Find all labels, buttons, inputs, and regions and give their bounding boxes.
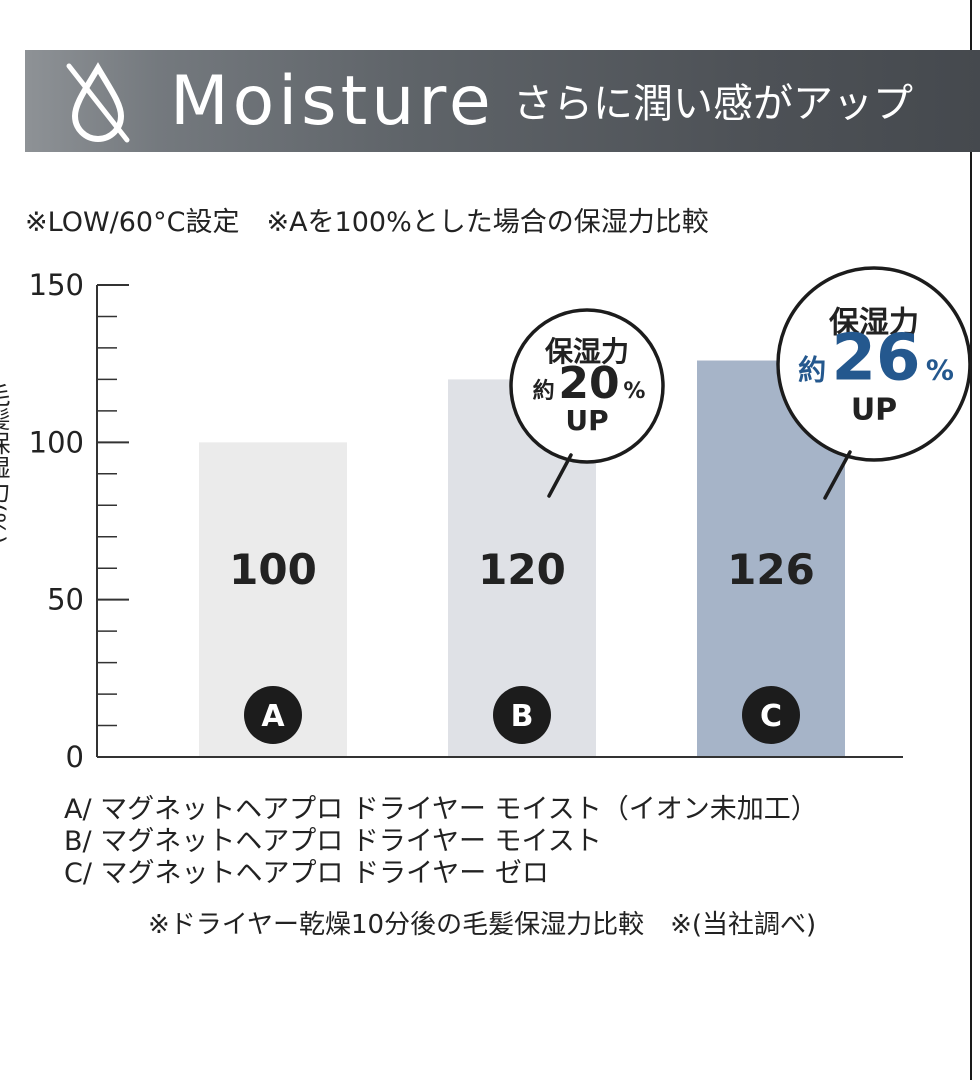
y-axis-label: 毛髪保湿力(%) bbox=[0, 383, 10, 545]
bar-value-label: 120 bbox=[478, 545, 566, 594]
callout-up-c: UP bbox=[851, 393, 897, 428]
banner-subtitle: さらに潤い感がアップ bbox=[513, 81, 913, 127]
y-tick-label: 0 bbox=[66, 740, 84, 774]
callout-prefix-b: 約 bbox=[533, 378, 555, 404]
category-badge bbox=[742, 686, 800, 744]
category-label: B bbox=[511, 699, 534, 734]
callout-up-b: UP bbox=[565, 404, 608, 437]
callout-pointer-b bbox=[547, 453, 573, 498]
header-banner: Moisture さらに潤い感がアップ bbox=[25, 50, 980, 152]
callout-prefix-c: 約 bbox=[798, 353, 826, 386]
legend-item-a: A/ マグネットヘアプロ ドライヤー モイスト（イオン未加工） bbox=[64, 794, 818, 825]
droplet-slash-icon bbox=[66, 62, 130, 143]
legend-item-b: B/ マグネットヘアプロ ドライヤー モイスト bbox=[64, 826, 602, 857]
legend-item-c: C/ マグネットヘアプロ ドライヤー ゼロ bbox=[64, 858, 549, 889]
category-label: C bbox=[760, 699, 782, 734]
chart-condition-note: ※LOW/60°C設定 ※Aを100%とした場合の保湿力比較 bbox=[25, 207, 709, 238]
bar-value-label: 126 bbox=[727, 545, 815, 594]
callout-bubble-c bbox=[776, 266, 972, 462]
category-badge bbox=[244, 686, 302, 744]
callout-number-c: 26 bbox=[831, 321, 920, 395]
bar-value-label: 100 bbox=[229, 545, 317, 594]
callout-unit-b: % bbox=[623, 379, 645, 404]
callout-heading-b: 保湿力 bbox=[545, 335, 629, 368]
category-label: A bbox=[261, 699, 285, 734]
y-tick-label: 150 bbox=[29, 268, 84, 302]
callout-bubble-b bbox=[509, 308, 665, 464]
page-edge-divider bbox=[970, 0, 972, 1080]
category-badge bbox=[493, 686, 551, 744]
banner-title: Moisture bbox=[170, 62, 495, 141]
callout-unit-c: % bbox=[926, 353, 954, 386]
callout-pointer-c bbox=[823, 450, 852, 500]
footnote: ※ドライヤー乾燥10分後の毛髪保湿力比較 ※(当社調べ) bbox=[148, 910, 817, 940]
callout-number-b: 20 bbox=[558, 358, 619, 409]
legend: A/ マグネットヘアプロ ドライヤー モイスト（イオン未加工） B/ マグネット… bbox=[64, 794, 818, 890]
callout-heading-c: 保湿力 bbox=[829, 305, 919, 340]
y-tick-label: 50 bbox=[47, 583, 84, 617]
y-tick-label: 100 bbox=[29, 425, 84, 459]
